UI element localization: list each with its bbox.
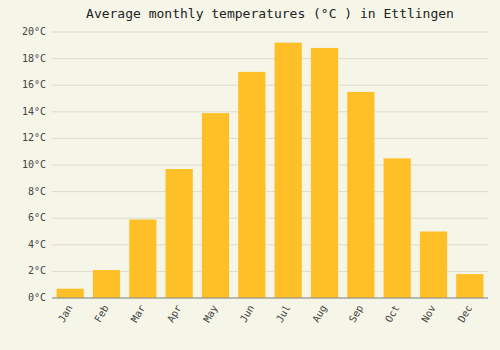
grid-line (52, 58, 488, 59)
grid-line (52, 85, 488, 86)
y-tick-label: 10°C (22, 159, 46, 170)
bar (238, 72, 265, 298)
bar (311, 48, 338, 298)
y-tick-label: 14°C (22, 106, 46, 117)
grid-line (52, 298, 488, 299)
title: Average monthly temperatures (°C ) in Et… (86, 6, 454, 21)
bar (347, 92, 374, 298)
y-tick-label: 20°C (22, 26, 46, 37)
grid-line (52, 111, 488, 112)
bar (57, 289, 84, 298)
bar (420, 232, 447, 299)
x-tick-label: Feb (92, 303, 111, 324)
x-tick-label: Mar (129, 303, 148, 324)
y-tick-label: 0°C (28, 292, 46, 303)
grid-line (52, 138, 488, 139)
y-tick-label: 2°C (28, 265, 46, 276)
background (0, 0, 500, 350)
x-tick-label: Jul (274, 303, 293, 324)
bar (456, 274, 483, 298)
y-tick-label: 16°C (22, 79, 46, 90)
y-tick-label: 4°C (28, 239, 46, 250)
bar (166, 169, 193, 298)
x-tick-label: Jan (56, 303, 75, 324)
grid (52, 32, 488, 298)
x-tick-label: Jun (238, 303, 257, 324)
bar (384, 158, 411, 298)
x-tick-label: Dec (456, 303, 475, 324)
grid-line (52, 165, 488, 166)
bar (275, 43, 302, 298)
x-axis: Jan Feb Mar Apr May Jun Jul Aug Sep Oct Nov Dec (52, 298, 488, 324)
x-tick-label: Apr (165, 303, 184, 324)
chart: 0°C 2°C 4°C 6°C 8°C 10°C 12°C 14°C 16°C 18°C 20°C J… (0, 0, 500, 350)
grid-line (52, 191, 488, 192)
y-axis: 0°C 2°C 4°C 6°C 8°C 10°C 12°C 14°C 16°C 18°C 20°C (22, 26, 46, 303)
bar (93, 270, 120, 298)
x-axis-line (52, 298, 488, 299)
y-tick-label: 12°C (22, 132, 46, 143)
bar (129, 220, 156, 298)
x-tick-label: Nov (419, 303, 438, 324)
y-tick-label: 18°C (22, 53, 46, 64)
x-tick-label: Aug (310, 303, 329, 324)
x-tick-label: May (201, 303, 220, 324)
grid-line (52, 32, 488, 33)
x-tick-label: Oct (383, 303, 402, 324)
bars (57, 43, 484, 298)
x-tick-label: Sep (347, 303, 366, 324)
y-tick-label: 6°C (28, 212, 46, 223)
bar (202, 113, 229, 298)
grid-line (52, 218, 488, 219)
y-tick-label: 8°C (28, 186, 46, 197)
